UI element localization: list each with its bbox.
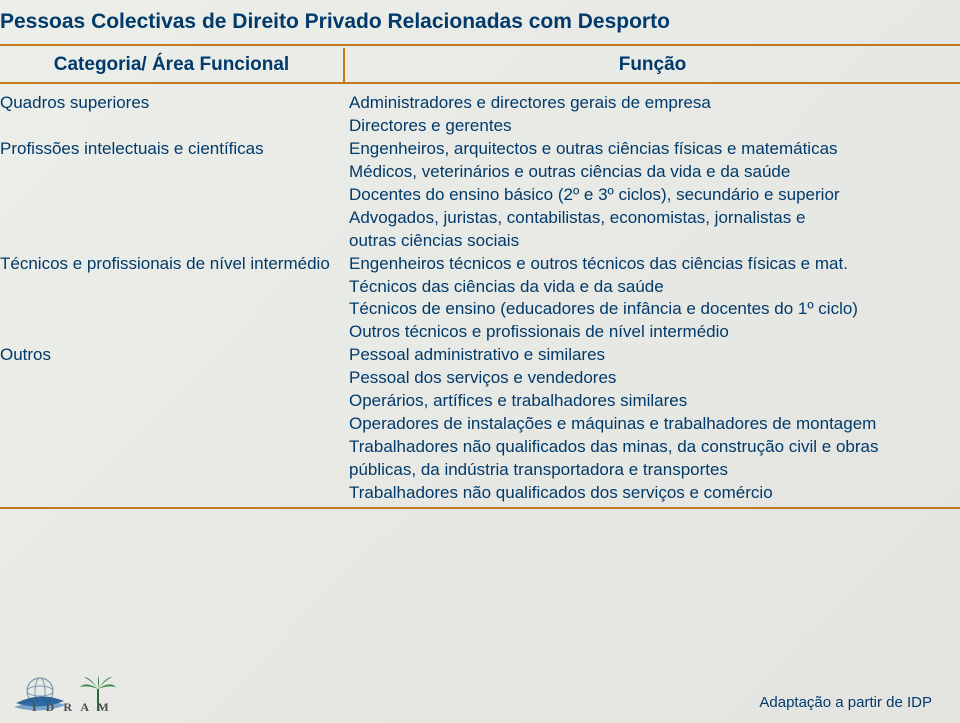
table-row: Médicos, veterinários e outras ciências … [0, 161, 960, 184]
function-cell: Advogados, juristas, contabilistas, econ… [345, 207, 960, 230]
category-cell: Técnicos e profissionais de nível interm… [0, 253, 345, 276]
table-row: Operários, artífices e trabalhadores sim… [0, 390, 960, 413]
category-cell [0, 390, 345, 413]
function-cell: públicas, da indústria transportadora e … [345, 459, 960, 482]
category-cell [0, 276, 345, 299]
slide-page: Pessoas Colectivas de Direito Privado Re… [0, 0, 960, 509]
page-title: Pessoas Colectivas de Direito Privado Re… [0, 10, 960, 46]
table-row: Técnicos de ensino (educadores de infânc… [0, 298, 960, 321]
table-row: Outros técnicos e profissionais de nível… [0, 321, 960, 344]
category-cell [0, 184, 345, 207]
category-cell [0, 482, 345, 505]
category-cell [0, 161, 345, 184]
category-cell [0, 321, 345, 344]
function-cell: outras ciências sociais [345, 230, 960, 253]
category-cell [0, 436, 345, 459]
category-cell [0, 298, 345, 321]
function-cell: Operadores de instalações e máquinas e t… [345, 413, 960, 436]
table-row: outras ciências sociais [0, 230, 960, 253]
logo-text: I D R A M [32, 700, 112, 715]
table-row: Pessoal dos serviços e vendedores [0, 367, 960, 390]
function-cell: Docentes do ensino básico (2º e 3º ciclo… [345, 184, 960, 207]
header-category: Categoria/ Área Funcional [0, 48, 345, 82]
table-row: Trabalhadores não qualificados dos servi… [0, 482, 960, 505]
category-cell [0, 367, 345, 390]
function-cell: Pessoal administrativo e similares [345, 344, 960, 367]
header-function: Função [345, 48, 960, 82]
function-cell: Técnicos de ensino (educadores de infânc… [345, 298, 960, 321]
table-row: Técnicos e profissionais de nível interm… [0, 253, 960, 276]
header-row: Categoria/ Área Funcional Função [0, 48, 960, 84]
function-cell: Engenheiros técnicos e outros técnicos d… [345, 253, 960, 276]
category-cell [0, 230, 345, 253]
function-cell: Pessoal dos serviços e vendedores [345, 367, 960, 390]
table-row: Operadores de instalações e máquinas e t… [0, 413, 960, 436]
function-cell: Directores e gerentes [345, 115, 960, 138]
category-cell: Profissões intelectuais e científicas [0, 138, 345, 161]
table-row: Quadros superioresAdministradores e dire… [0, 92, 960, 115]
footer-source: Adaptação a partir de IDP [759, 694, 932, 711]
table-row: Docentes do ensino básico (2º e 3º ciclo… [0, 184, 960, 207]
bottom-rule [0, 507, 960, 509]
category-cell [0, 459, 345, 482]
table-row: Técnicos das ciências da vida e da saúde [0, 276, 960, 299]
function-cell: Trabalhadores não qualificados das minas… [345, 436, 960, 459]
function-cell: Operários, artífices e trabalhadores sim… [345, 390, 960, 413]
table-body: Quadros superioresAdministradores e dire… [0, 92, 960, 505]
category-cell [0, 413, 345, 436]
function-cell: Engenheiros, arquitectos e outras ciênci… [345, 138, 960, 161]
function-cell: Outros técnicos e profissionais de nível… [345, 321, 960, 344]
table-row: públicas, da indústria transportadora e … [0, 459, 960, 482]
function-cell: Administradores e directores gerais de e… [345, 92, 960, 115]
category-cell [0, 207, 345, 230]
category-cell: Outros [0, 344, 345, 367]
category-cell: Quadros superiores [0, 92, 345, 115]
logo: I D R A M [10, 671, 120, 717]
table-row: Profissões intelectuais e científicasEng… [0, 138, 960, 161]
table-row: Directores e gerentes [0, 115, 960, 138]
table-row: OutrosPessoal administrativo e similares [0, 344, 960, 367]
function-cell: Médicos, veterinários e outras ciências … [345, 161, 960, 184]
function-cell: Técnicos das ciências da vida e da saúde [345, 276, 960, 299]
table-row: Advogados, juristas, contabilistas, econ… [0, 207, 960, 230]
function-cell: Trabalhadores não qualificados dos servi… [345, 482, 960, 505]
category-cell [0, 115, 345, 138]
table-row: Trabalhadores não qualificados das minas… [0, 436, 960, 459]
